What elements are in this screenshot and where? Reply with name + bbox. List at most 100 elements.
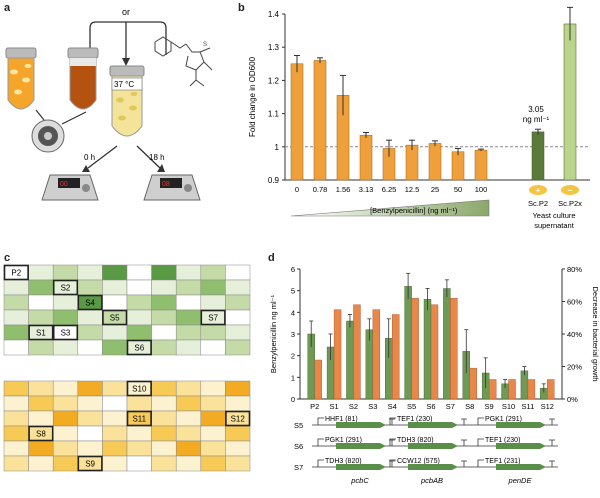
c-bottom-cell [52,410,79,427]
b-x-tick-label: 6.25 [382,185,397,194]
d-x-tick-label: S10 [502,402,515,411]
panel-a-letter: a [4,2,11,14]
d-x-tick-label: S8 [465,402,474,411]
c-bottom-cell [3,425,29,442]
c-top-cell [126,294,152,311]
time-0h: 0 h [84,153,95,162]
c-top-cell [77,339,103,356]
c-top-cell [77,309,103,326]
c-bottom-cell [200,425,226,442]
c-top-highlight [77,294,103,311]
d-terminator [461,418,467,425]
c-top-cell [175,309,202,326]
c-bottom-cell [52,455,79,472]
d-bar-growth [333,309,342,400]
c-top-cell [102,279,128,296]
b-y-tick-label: 1.4 [268,10,280,19]
c-bottom-highlight [126,380,152,397]
d-x-tick-label: P2 [310,402,319,411]
svg-text:S: S [203,42,207,48]
c-top-cell [200,264,226,281]
d-promoter-arrow [477,459,484,467]
c-bottom-cell [126,425,152,442]
c-top-cell [28,339,54,356]
c-top-cell [102,324,128,341]
c-top-cell [151,339,177,356]
d-right-tick-label: 60% [567,298,582,307]
b-yeast-cell-icon [561,185,579,195]
b-sign: − [568,186,573,195]
d-terminator [549,418,555,425]
d-gene-arrow [336,464,386,470]
c-bottom-cell [151,380,177,397]
d-promoter-label: HHF1 (81) [325,416,358,423]
b-y-tick-label: 1.2 [268,76,280,85]
c-bottom-highlight [77,455,103,472]
d-promoter-label: TEF1 (230) [485,437,520,444]
c-bottom-cell [200,440,226,457]
c-bottom-highlight [126,410,152,427]
c-bottom-cell [151,410,177,427]
multiwell-plate [31,119,65,153]
d-bar-growth [353,304,361,400]
c-bottom-cell [52,395,79,412]
c-bottom-cell [52,380,79,397]
d-x-tick-label: S11 [522,402,535,411]
c-top-highlight [52,279,79,296]
c-bottom-cell [200,380,226,397]
b-group-label-1: Yeast culture [532,211,575,220]
c-bottom-cell [77,425,103,442]
c-bottom-cell [175,380,202,397]
d-bar-growth [392,314,400,400]
c-top-cell [200,339,226,356]
d-terminator [461,439,467,446]
d-promoter-arrow [389,459,396,467]
c-top-cell [102,294,128,311]
b-group-label-2: supernatant [534,221,575,230]
d-bar-growth [450,298,458,400]
c-top-cell [151,309,177,326]
c-top-cell [151,294,177,311]
b-x-tick-label: 50 [454,185,462,194]
c-top-cell [126,264,152,281]
c-top-cell [77,264,103,281]
d-left-tick-label: 1 [291,373,295,382]
c-top-highlight [200,309,226,326]
c-bottom-cell [126,395,152,412]
c-bottom-cell [102,380,128,397]
d-bar-growth [488,379,497,400]
d-right-tick-label: 0% [567,395,578,404]
panel-b-chart: 0.9 1 1.1 1.2 1.3 1.4 Fold change in OD600 0 0.7… [248,6,590,230]
b-x-axis-label: [Benzylpenicillin] (ng ml⁻¹) [370,206,458,215]
b-annotation-value: 3.05 [528,105,544,114]
b-x-tick-label: 25 [431,185,439,194]
c-top-cell [225,309,251,326]
d-promoter-label: CCW12 (575) [397,458,440,465]
d-promoter-arrow [477,417,484,425]
c-top-highlight [3,264,29,281]
c-top-cell [28,264,54,281]
d-x-tick-label: S1 [329,402,338,411]
c-top-cell [225,264,251,281]
c-bottom-strain-label: S9 [85,460,95,469]
tube-dark-orange [67,47,99,110]
c-top-cell [28,279,54,296]
d-gene-arrow [496,443,546,449]
c-top-cell [225,339,251,356]
c-top-cell [3,309,29,326]
c-bottom-cell [200,395,226,412]
d-terminator [461,460,467,467]
c-bottom-strain-label: S12 [231,415,246,424]
c-bottom-cell [102,410,128,427]
d-construct-id: S7 [294,463,303,472]
c-top-cell [175,324,202,341]
c-top-cell [200,324,226,341]
c-bottom-cell [28,380,54,397]
d-bar-growth [430,304,439,400]
d-x-tick-label: S2 [349,402,358,411]
c-bottom-cell [225,380,251,397]
c-top-cell [200,279,226,296]
d-gene-arrow [408,464,458,470]
d-bar-growth [527,379,536,400]
